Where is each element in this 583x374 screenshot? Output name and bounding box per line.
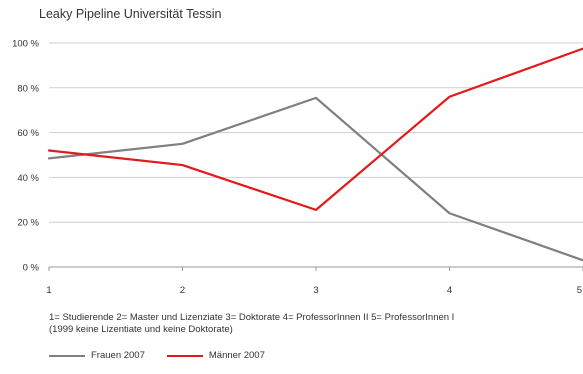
- data-point-frauen: [48, 157, 50, 160]
- series-lines: [47, 47, 583, 262]
- y-tick-label: 40 %: [17, 173, 39, 184]
- y-tick-label: 0 %: [23, 263, 40, 274]
- data-point-frauen: [181, 142, 184, 145]
- legend-label-maenner: Männer 2007: [208, 350, 265, 361]
- x-tick-label: 5: [577, 285, 582, 296]
- line-chart: 0 % 20 % 40 % 60 % 80 % 100 % 1 2 3 4 5: [12, 39, 583, 296]
- x-tick-label: 4: [447, 285, 452, 296]
- data-point-maenner: [448, 95, 451, 98]
- legend-swatch-maenner: [166, 354, 203, 357]
- legend-swatch-frauen: [49, 354, 85, 357]
- y-tick-label: 60 %: [17, 128, 39, 139]
- data-point-maenner: [181, 164, 184, 166]
- note-line-1: 1= Studierende 2= Master und Lizenziate …: [49, 312, 455, 323]
- data-point-frauen: [448, 212, 451, 215]
- data-point-maenner: [48, 149, 50, 152]
- data-point-frauen: [315, 96, 317, 99]
- legend-item-maenner: Männer 2007: [166, 350, 265, 361]
- y-axis-tick-labels: 0 % 20 % 40 % 60 % 80 % 100 %: [12, 39, 39, 274]
- y-tick-label: 80 %: [17, 83, 39, 94]
- note-line-2: (1999 keine Lizentiate und keine Doktora…: [49, 324, 233, 335]
- chart-title: Leaky Pipeline Universität Tessin: [39, 7, 222, 21]
- x-tick-label: 1: [46, 285, 51, 296]
- legend-label-frauen: Frauen 2007: [91, 350, 145, 361]
- legend: Frauen 2007 Männer 2007: [49, 350, 287, 361]
- x-axis-tick-labels: 1 2 3 4 5: [46, 285, 582, 296]
- x-tick-label: 3: [313, 285, 318, 296]
- gridlines: [48, 42, 583, 271]
- data-point-maenner: [315, 208, 317, 211]
- series-line-frauen: [47, 96, 583, 262]
- y-tick-label: 100 %: [12, 39, 39, 50]
- axis-legend-note: 1= Studierende 2= Master und Lizenziate …: [49, 312, 454, 336]
- x-tick-label: 2: [180, 285, 185, 296]
- series-line-maenner: [47, 47, 583, 211]
- legend-item-frauen: Frauen 2007: [49, 350, 145, 361]
- y-tick-label: 20 %: [17, 218, 39, 229]
